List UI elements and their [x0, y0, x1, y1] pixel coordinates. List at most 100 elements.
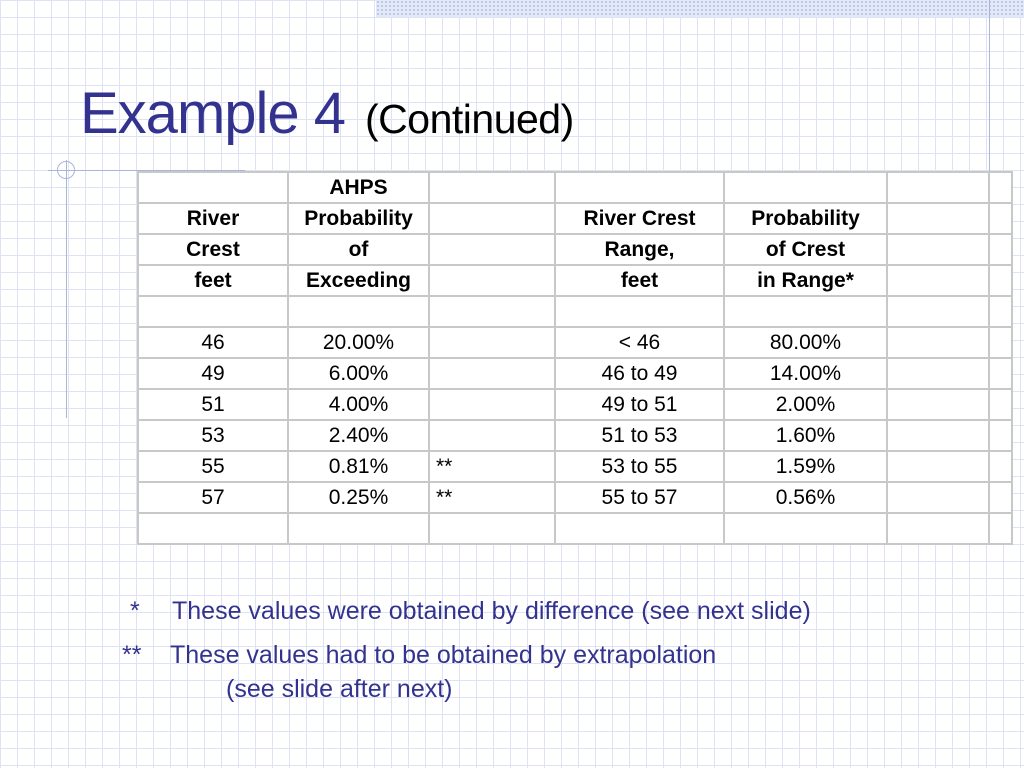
probability-table: AHPS River Probability River Crest Proba…: [137, 171, 1013, 545]
empty-cell: [988, 512, 1013, 545]
header-cell: feet: [554, 264, 725, 297]
table-row: 53 2.40% 51 to 53 1.60%: [137, 419, 1013, 452]
exceed-probability-cell: 4.00%: [287, 388, 430, 421]
empty-cell: [137, 295, 289, 328]
header-cell: Range,: [554, 233, 725, 266]
exceed-probability-cell: 0.25%: [287, 481, 430, 514]
river-crest-cell: 49: [137, 357, 289, 390]
river-crest-cell: 55: [137, 450, 289, 483]
exceed-probability-cell: 20.00%: [287, 326, 430, 359]
header-cell: [723, 171, 888, 204]
empty-cell: [723, 295, 888, 328]
empty-cell: [988, 388, 1013, 421]
header-cell: in Range*: [723, 264, 888, 297]
empty-cell: [886, 295, 990, 328]
empty-cell: [886, 419, 990, 452]
decorative-top-band: [376, 0, 1024, 17]
table-row: 46 20.00% < 46 80.00%: [137, 326, 1013, 359]
range-probability-cell: 1.60%: [723, 419, 888, 452]
empty-cell: [988, 295, 1013, 328]
crosshair-icon: [57, 161, 75, 179]
header-cell: River Crest: [554, 202, 725, 235]
empty-cell: [988, 481, 1013, 514]
spacer-row: [137, 512, 1013, 545]
header-cell: [428, 264, 556, 297]
empty-cell: [988, 326, 1013, 359]
header-row: Crest of Range, of Crest: [137, 233, 1013, 266]
footnote-extrapolation: ** These values had to be obtained by ext…: [122, 641, 716, 670]
footnote-text: These values were obtained by difference…: [172, 597, 811, 625]
river-crest-cell: 46: [137, 326, 289, 359]
header-cell: [886, 171, 990, 204]
range-probability-cell: 1.59%: [723, 450, 888, 483]
header-cell: [428, 233, 556, 266]
river-crest-cell: 51: [137, 388, 289, 421]
empty-cell: [886, 326, 990, 359]
exceed-probability-cell: 0.81%: [287, 450, 430, 483]
exceed-probability-cell: 6.00%: [287, 357, 430, 390]
header-cell: [988, 264, 1013, 297]
extrapolation-marker-cell: [428, 388, 556, 421]
header-cell: [988, 202, 1013, 235]
empty-cell: [137, 512, 289, 545]
empty-cell: [554, 512, 725, 545]
crest-range-cell: 46 to 49: [554, 357, 725, 390]
header-cell: [988, 171, 1013, 204]
crest-range-cell: 55 to 57: [554, 481, 725, 514]
header-cell: AHPS: [287, 171, 430, 204]
extrapolation-marker-cell: **: [428, 450, 556, 483]
empty-cell: [988, 450, 1013, 483]
decorative-vertical-line: [989, 0, 990, 262]
footnote-continuation: (see slide after next): [226, 675, 453, 703]
header-cell: Crest: [137, 233, 289, 266]
empty-cell: [554, 295, 725, 328]
header-cell: of Crest: [723, 233, 888, 266]
empty-cell: [723, 512, 888, 545]
header-cell: [988, 233, 1013, 266]
decorative-horizontal-line: [48, 170, 245, 171]
table-row: 49 6.00% 46 to 49 14.00%: [137, 357, 1013, 390]
decorative-vertical-line: [66, 160, 67, 418]
header-row: AHPS: [137, 171, 1013, 204]
header-cell: River: [137, 202, 289, 235]
header-cell: Exceeding: [287, 264, 430, 297]
spacer-row: [137, 295, 1013, 328]
header-cell: [428, 171, 556, 204]
title-subtitle: (Continued): [365, 96, 574, 142]
header-cell: [886, 202, 990, 235]
header-row: River Probability River Crest Probabilit…: [137, 202, 1013, 235]
table-row: 57 0.25% ** 55 to 57 0.56%: [137, 481, 1013, 514]
river-crest-cell: 57: [137, 481, 289, 514]
empty-cell: [886, 512, 990, 545]
footnote-difference: * These values were obtained by differenc…: [130, 597, 811, 626]
slide-title: Example 4 (Continued): [80, 80, 574, 147]
extrapolation-marker-cell: **: [428, 481, 556, 514]
footnote-mark: *: [130, 597, 140, 625]
extrapolation-marker-cell: [428, 326, 556, 359]
extrapolation-marker-cell: [428, 357, 556, 390]
empty-cell: [988, 419, 1013, 452]
range-probability-cell: 80.00%: [723, 326, 888, 359]
header-row: feet Exceeding feet in Range*: [137, 264, 1013, 297]
exceed-probability-cell: 2.40%: [287, 419, 430, 452]
empty-cell: [886, 388, 990, 421]
crest-range-cell: 53 to 55: [554, 450, 725, 483]
crest-range-cell: < 46: [554, 326, 725, 359]
crest-range-cell: 49 to 51: [554, 388, 725, 421]
table-row: 51 4.00% 49 to 51 2.00%: [137, 388, 1013, 421]
header-cell: of: [287, 233, 430, 266]
header-cell: [554, 171, 725, 204]
range-probability-cell: 14.00%: [723, 357, 888, 390]
river-crest-cell: 53: [137, 419, 289, 452]
empty-cell: [428, 295, 556, 328]
footnote-mark: **: [122, 641, 142, 669]
empty-cell: [886, 357, 990, 390]
title-main: Example 4: [80, 81, 346, 146]
empty-cell: [886, 450, 990, 483]
empty-cell: [287, 512, 430, 545]
footnote-text: These values had to be obtained by extra…: [170, 641, 717, 669]
header-cell: [886, 264, 990, 297]
empty-cell: [988, 357, 1013, 390]
empty-cell: [886, 481, 990, 514]
empty-cell: [287, 295, 430, 328]
